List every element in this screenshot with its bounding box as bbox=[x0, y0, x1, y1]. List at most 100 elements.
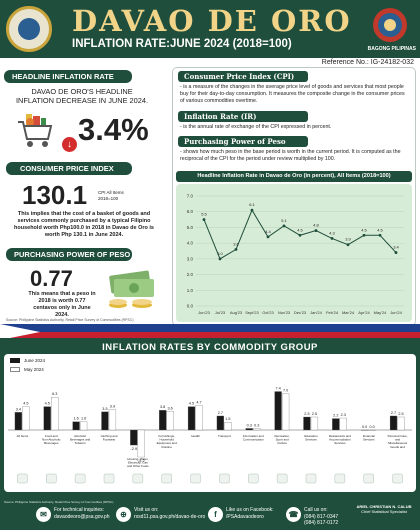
bar-category-label: All Items bbox=[17, 434, 29, 438]
bar-category-label: Recreation, Sport and Culture bbox=[274, 434, 290, 445]
line-chart-x-tick: Apr'24 bbox=[358, 310, 370, 315]
line-chart-x-tick: Aug'23 bbox=[230, 310, 243, 315]
bar-value-label: 0.0 bbox=[362, 425, 367, 429]
line-chart-x-tick: Jan'24 bbox=[310, 310, 322, 315]
commodity-icon bbox=[103, 473, 115, 484]
commodity-icon bbox=[74, 473, 86, 484]
web-icon: ⊕ bbox=[116, 507, 131, 522]
footer-fb-block: Like us on Facebook: /PSAdavaodeoro bbox=[226, 507, 274, 520]
line-chart-data-label: 3.9 bbox=[345, 237, 351, 242]
email-link[interactable]: davaodeoro@psa.gov.ph bbox=[54, 513, 110, 520]
web-label: Visit us on: bbox=[134, 507, 159, 513]
commodity-icon bbox=[190, 473, 201, 484]
commodity-icon bbox=[334, 473, 346, 484]
bar-may bbox=[166, 411, 174, 431]
bar-june bbox=[303, 416, 311, 431]
bar-june bbox=[130, 429, 138, 446]
email-label: For technical inquiries: bbox=[54, 507, 105, 513]
headline-inflation-rate: 3.4% bbox=[78, 112, 149, 147]
cpi-description: This implies that the cost of a basket o… bbox=[14, 211, 154, 239]
reference-number: Reference No.: IG-24182-032 bbox=[321, 59, 414, 66]
bar-value-label: 2.5 bbox=[304, 412, 309, 416]
money-stack-icon bbox=[109, 270, 154, 308]
bar-value-label: 4.5 bbox=[45, 402, 50, 406]
line-chart-x-tick: Jun'24 bbox=[390, 310, 402, 315]
bar-value-label: -5.2 bbox=[138, 459, 145, 463]
footer-source: Source: Philippine Statistics Authority,… bbox=[4, 500, 114, 504]
facebook-icon: f bbox=[208, 507, 223, 522]
bar-june bbox=[389, 415, 398, 431]
bar-category-label: Clothing and Footwear bbox=[101, 434, 118, 442]
footer-signatory-block: ARIEL CHRISTIAN N. CALUB Chief Statistic… bbox=[350, 504, 418, 514]
bar-may bbox=[137, 429, 145, 458]
line-chart-data-label: 6.1 bbox=[249, 202, 255, 207]
page-title: DAVAO DE ORO bbox=[72, 4, 352, 38]
line-chart-y-tick: 6.0 bbox=[187, 209, 194, 214]
line-chart-point bbox=[250, 208, 254, 212]
brand-text: BAGONG PILIPINAS bbox=[367, 46, 416, 52]
email-icon: ✉ bbox=[36, 507, 51, 522]
bar-june bbox=[245, 428, 253, 431]
bar-value-label: 2.5 bbox=[398, 412, 403, 416]
bar-value-label: 2.7 bbox=[391, 411, 396, 415]
ppp-description: This means that a peso in 2018 is worth … bbox=[28, 291, 96, 319]
bar-category-label: Education Services bbox=[304, 434, 318, 442]
line-chart-x-tick: Jul'23 bbox=[215, 310, 226, 315]
line-chart-x-tick: Oct'23 bbox=[262, 310, 274, 315]
bar-june bbox=[159, 410, 167, 431]
bar-value-label: 4.5 bbox=[23, 402, 28, 406]
bar-june bbox=[332, 418, 340, 431]
bar-value-label: 2.3 bbox=[341, 413, 346, 417]
line-chart-data-label: 4.8 bbox=[313, 223, 319, 228]
bar-category-label: Health bbox=[191, 434, 200, 438]
bar-value-label: 7.0 bbox=[283, 389, 288, 393]
line-chart-background bbox=[176, 184, 412, 322]
legend-item-may: May 2024 bbox=[10, 367, 45, 372]
bar-category-label: Alcoholic Beverages and Tobacco bbox=[70, 434, 91, 445]
line-chart-y-tick: 3.0 bbox=[187, 256, 194, 261]
bar-may bbox=[224, 422, 232, 431]
line-chart-data-label: 4.4 bbox=[265, 229, 271, 234]
bar-category-label: Personal Care, and Miscellaneous Goods and bbox=[388, 434, 408, 449]
signatory-name: ARIEL CHRISTIAN N. CALUB bbox=[356, 504, 412, 509]
headline-inflation-text: DAVAO DE ORO'S HEADLINE INFLATION DECREA… bbox=[15, 87, 149, 106]
footer-phone-block: Call us on: (084) 817-0347 (084) 817-017… bbox=[304, 507, 338, 527]
line-chart-y-tick: 0.0 bbox=[187, 304, 194, 309]
web-link[interactable]: rssd11.psa.gov.ph/davao-de-oro bbox=[134, 513, 206, 520]
line-chart-data-label: 5.5 bbox=[201, 212, 207, 217]
bar-may bbox=[22, 406, 30, 431]
commodity-icon bbox=[219, 473, 230, 484]
line-chart-point bbox=[346, 243, 350, 247]
bar-category-label: Transport bbox=[218, 434, 231, 438]
line-chart-x-tick: Mar'24 bbox=[342, 310, 355, 315]
bar-value-label: 6.3 bbox=[52, 392, 57, 396]
line-chart-y-tick: 2.0 bbox=[187, 272, 194, 277]
page-subtitle: INFLATION RATE:JUNE 2024 (2018=100) bbox=[72, 38, 292, 50]
footer-email-block: For technical inquiries: davaodeoro@psa.… bbox=[54, 507, 110, 520]
commodity-icon bbox=[161, 473, 172, 484]
line-chart-point bbox=[394, 251, 398, 254]
bar-may bbox=[79, 421, 88, 431]
fb-link[interactable]: /PSAdavaodeoro bbox=[226, 513, 264, 520]
line-chart-y-tick: 1.0 bbox=[187, 288, 194, 293]
ppp-label: PURCHASING POWER OF PESO bbox=[6, 248, 132, 261]
legend-item-june: June 2024 bbox=[10, 358, 45, 363]
line-chart-y-tick: 4.0 bbox=[187, 241, 194, 246]
headline-inflation-label: HEADLINE INFLATION RATE bbox=[4, 70, 132, 83]
line-chart-data-label: 3.4 bbox=[393, 245, 399, 250]
bar-value-label: 2.7 bbox=[218, 411, 223, 415]
ir-definition-title: Inflation Rate (IR) bbox=[178, 111, 308, 122]
phone-number-2: (084) 817-0172 bbox=[304, 520, 339, 526]
bar-may bbox=[195, 405, 203, 431]
cpi-note: CPI All Items 2018=100 bbox=[98, 190, 124, 202]
line-chart-point bbox=[282, 224, 286, 228]
commodity-icon bbox=[392, 473, 403, 484]
cpi-note-line2: 2018=100 bbox=[98, 195, 119, 201]
commodity-group-title: INFLATION RATES BY COMMODITY GROUP bbox=[102, 342, 318, 353]
ppp-definition-title: Purchasing Power of Peso (PPP) bbox=[178, 136, 308, 157]
legend-swatch-may bbox=[10, 367, 20, 372]
bar-category-label: Food and Non-Alcoholic Beverages bbox=[42, 434, 61, 445]
line-chart-data-label: 4.5 bbox=[361, 227, 367, 232]
bar-value-label: -2.9 bbox=[131, 447, 138, 451]
